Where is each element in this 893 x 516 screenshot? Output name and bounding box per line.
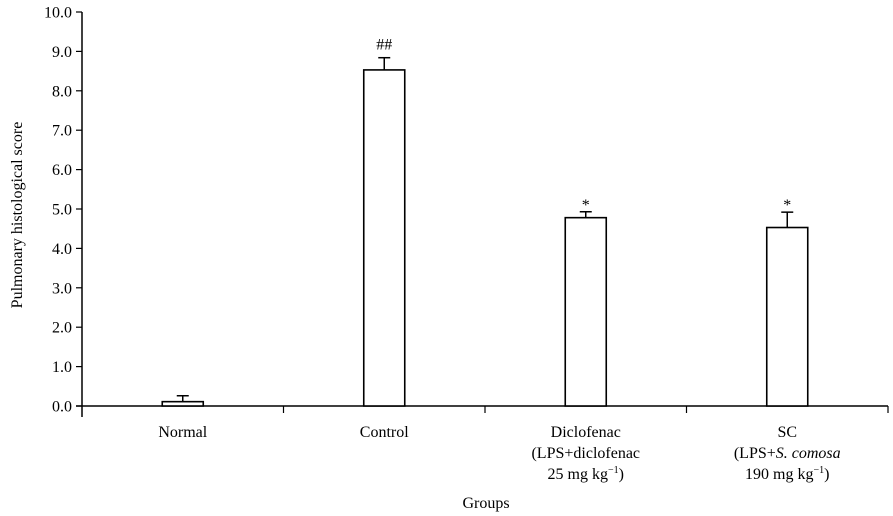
y-tick-label: 9.0: [52, 44, 72, 61]
y-tick-label: 8.0: [52, 83, 72, 100]
x-category-label: Control: [360, 424, 409, 441]
significance-marker: *: [783, 197, 791, 214]
x-category-label: Diclofenac: [551, 424, 621, 441]
x-category-label-part: 190 mg kg: [745, 466, 813, 483]
x-category-label: (LPS+diclofenac: [531, 445, 640, 462]
y-tick-label: 0.0: [52, 399, 72, 416]
y-tick-label: 7.0: [52, 123, 72, 140]
x-category-label-part: Diclofenac: [551, 424, 621, 441]
bar: [161, 400, 205, 407]
x-category-label-part: (LPS+diclofenac: [531, 445, 640, 462]
y-tick-label: 10.0: [44, 5, 72, 22]
bar: [362, 69, 406, 407]
x-category-label-part: Control: [360, 424, 409, 441]
x-category-label-part: 25 mg kg: [548, 466, 608, 483]
significance-marker: *: [582, 197, 590, 214]
y-axis-title: Pulmonary histological score: [9, 122, 26, 309]
y-tick-label: 3.0: [52, 280, 72, 297]
x-category-label-part: −1: [608, 465, 619, 476]
x-category-label: Normal: [158, 424, 207, 441]
y-tick-label: 2.0: [52, 320, 72, 337]
x-category-label-part: ): [824, 466, 829, 483]
x-category-label-part: S. comosa: [776, 445, 841, 462]
x-category-label: SC: [777, 424, 797, 441]
y-tick-label: 6.0: [52, 162, 72, 179]
bar: [564, 216, 608, 407]
y-tick-label: 4.0: [52, 241, 72, 258]
significance-marker: ##: [376, 37, 392, 54]
x-category-label-part: (LPS+: [734, 445, 776, 462]
x-axis-title: Groups: [462, 495, 509, 512]
bar: [765, 226, 809, 407]
y-tick-label: 1.0: [52, 359, 72, 376]
x-category-label: (LPS+S. comosa: [734, 445, 841, 462]
y-tick-label: 5.0: [52, 202, 72, 219]
x-category-label-part: −1: [813, 465, 824, 476]
x-category-label-part: Normal: [158, 424, 207, 441]
x-category-label-part: SC: [777, 424, 797, 441]
x-category-label-part: ): [619, 466, 624, 483]
x-category-label: 190 mg kg−1): [745, 465, 829, 483]
x-category-label: 25 mg kg−1): [548, 465, 624, 483]
